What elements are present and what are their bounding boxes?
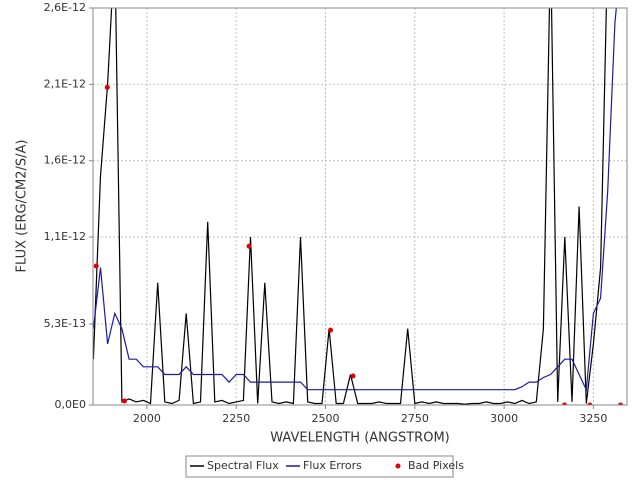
bad-pixel [121,398,127,404]
legend-label: Flux Errors [303,459,362,472]
x-tick-label: 3250 [579,412,607,425]
y-tick-label: 2,6E-12 [44,1,86,14]
x-tick-label: 2250 [222,412,250,425]
plot-area [93,8,627,405]
bad-pixel [93,263,99,269]
y-tick-label: 1,6E-12 [44,154,86,167]
bad-pixel [246,243,252,249]
y-axis-label: FLUX (ERG/CM2/S/A) [15,140,30,273]
x-tick-label: 3000 [490,412,518,425]
x-tick-label: 2750 [401,412,429,425]
x-tick-label: 2500 [312,412,340,425]
y-tick-label: 1,1E-12 [44,230,86,243]
legend-box [185,455,454,478]
plot-frame [92,7,628,406]
bad-pixel [328,327,334,333]
y-tick-label: 0,0E0 [55,398,86,411]
bad-pixel [104,84,110,90]
bad-pixel [561,402,567,405]
legend-label: Bad Pixels [408,459,464,472]
y-tick-label: 5,3E-13 [44,317,86,330]
series-line [93,8,617,392]
bad-pixel [618,402,624,405]
y-tick-label: 2,1E-12 [44,77,86,90]
legend-marker [395,463,401,469]
bad-pixel [350,373,356,379]
x-axis-label: WAVELENGTH (ANGSTROM) [270,431,449,446]
bad-pixel [587,402,593,405]
legend-label: Spectral Flux [207,459,279,472]
x-tick-label: 2000 [133,412,161,425]
